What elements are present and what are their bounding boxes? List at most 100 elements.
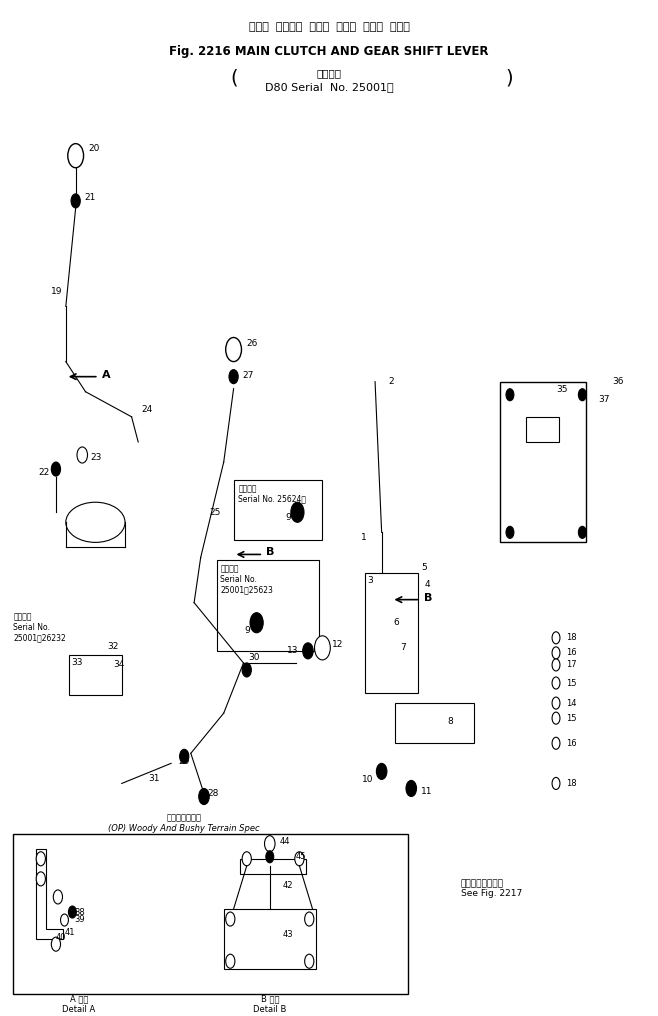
Text: 8: 8	[447, 716, 453, 725]
Text: 30: 30	[249, 653, 260, 662]
Bar	[217, 561, 319, 651]
Circle shape	[36, 872, 45, 886]
Text: 9: 9	[285, 513, 291, 522]
Circle shape	[226, 337, 241, 362]
Text: 28: 28	[207, 789, 218, 798]
Text: 4: 4	[424, 580, 430, 589]
Circle shape	[506, 526, 514, 538]
Circle shape	[552, 659, 560, 671]
Text: 31: 31	[148, 774, 159, 783]
Bar	[365, 573, 418, 693]
Circle shape	[77, 447, 88, 463]
Circle shape	[265, 836, 275, 851]
Text: ): )	[505, 68, 513, 87]
Text: 16: 16	[566, 739, 576, 748]
Bar	[224, 909, 316, 969]
Circle shape	[61, 914, 68, 926]
Text: 32: 32	[107, 642, 118, 651]
Circle shape	[291, 502, 304, 522]
Ellipse shape	[66, 502, 125, 543]
Circle shape	[68, 906, 76, 918]
Text: 23: 23	[91, 452, 102, 461]
Text: メイン  クラッチ  および  ギヤー  シフト  レバー: メイン クラッチ および ギヤー シフト レバー	[249, 22, 409, 33]
Circle shape	[305, 954, 314, 968]
Text: Fig. 2216 MAIN CLUTCH AND GEAR SHIFT LEVER: Fig. 2216 MAIN CLUTCH AND GEAR SHIFT LEV…	[169, 45, 489, 58]
Text: 14: 14	[566, 699, 576, 707]
Text: 6: 6	[393, 619, 399, 627]
Text: 39: 39	[74, 914, 85, 924]
Text: 26: 26	[247, 339, 258, 348]
Text: 森林草木地専用
(OP) Woody And Bushy Terrain Spec: 森林草木地専用 (OP) Woody And Bushy Terrain Spe…	[109, 814, 260, 833]
Text: 27: 27	[242, 371, 253, 380]
Circle shape	[303, 643, 313, 659]
Circle shape	[250, 613, 263, 633]
Text: 12: 12	[332, 640, 343, 649]
Text: 24: 24	[141, 405, 153, 415]
Text: B 詳細
Detail B: B 詳細 Detail B	[253, 995, 286, 1014]
Text: 18: 18	[566, 779, 576, 788]
Circle shape	[295, 851, 304, 866]
Text: 38: 38	[74, 907, 85, 916]
Text: 9: 9	[245, 626, 251, 635]
Circle shape	[199, 788, 209, 805]
Circle shape	[406, 780, 417, 797]
Circle shape	[51, 937, 61, 951]
Bar	[395, 703, 474, 744]
Circle shape	[552, 677, 560, 689]
Circle shape	[305, 912, 314, 926]
Text: 17: 17	[566, 660, 576, 670]
Text: 18: 18	[566, 633, 576, 642]
Bar	[240, 859, 306, 874]
Circle shape	[315, 636, 330, 660]
Text: 41: 41	[64, 928, 75, 937]
Circle shape	[578, 526, 586, 538]
Circle shape	[578, 389, 586, 400]
Text: 1: 1	[361, 532, 367, 542]
Text: 29: 29	[178, 757, 190, 766]
Circle shape	[552, 697, 560, 709]
Circle shape	[552, 777, 560, 789]
Circle shape	[552, 738, 560, 749]
Circle shape	[266, 850, 274, 863]
Text: 第２２１７図参照
See Fig. 2217: 第２２１７図参照 See Fig. 2217	[461, 879, 522, 898]
Circle shape	[226, 912, 235, 926]
Text: 適用号機
Serial No. 25624～: 適用号機 Serial No. 25624～	[238, 485, 306, 504]
Text: 7: 7	[400, 643, 406, 652]
Text: 21: 21	[84, 193, 95, 202]
Circle shape	[226, 954, 235, 968]
Text: 43: 43	[283, 930, 293, 939]
Text: D80 Serial  No. 25001～: D80 Serial No. 25001～	[265, 82, 393, 92]
Bar	[13, 834, 408, 995]
Bar	[234, 481, 322, 541]
Circle shape	[36, 851, 45, 866]
Circle shape	[229, 370, 238, 384]
Circle shape	[242, 851, 251, 866]
Bar	[500, 382, 586, 543]
Text: 5: 5	[421, 563, 427, 572]
Text: 20: 20	[89, 144, 100, 153]
Text: 適用号機: 適用号機	[316, 68, 342, 78]
Circle shape	[506, 389, 514, 400]
Text: B: B	[266, 548, 275, 558]
Text: 13: 13	[287, 646, 298, 655]
Text: A 詳細
Detail A: A 詳細 Detail A	[63, 995, 95, 1014]
Text: 16: 16	[566, 648, 576, 657]
Bar	[69, 655, 122, 695]
Circle shape	[552, 632, 560, 644]
Circle shape	[53, 890, 63, 904]
Text: 適用号機
Serial No.
25001～26232: 適用号機 Serial No. 25001～26232	[13, 613, 66, 642]
Text: 15: 15	[566, 679, 576, 688]
Text: A: A	[102, 370, 111, 380]
Text: 15: 15	[566, 713, 576, 722]
Circle shape	[51, 462, 61, 477]
Circle shape	[552, 647, 560, 659]
Text: 適用号機
Serial No.
25001～25623: 適用号機 Serial No. 25001～25623	[220, 565, 273, 594]
Text: 11: 11	[421, 787, 432, 796]
Circle shape	[71, 194, 80, 208]
Text: B: B	[424, 592, 432, 602]
Circle shape	[552, 712, 560, 724]
Text: 40: 40	[56, 933, 66, 942]
Circle shape	[68, 143, 84, 168]
Text: 2: 2	[388, 377, 394, 386]
Text: 37: 37	[599, 395, 610, 404]
